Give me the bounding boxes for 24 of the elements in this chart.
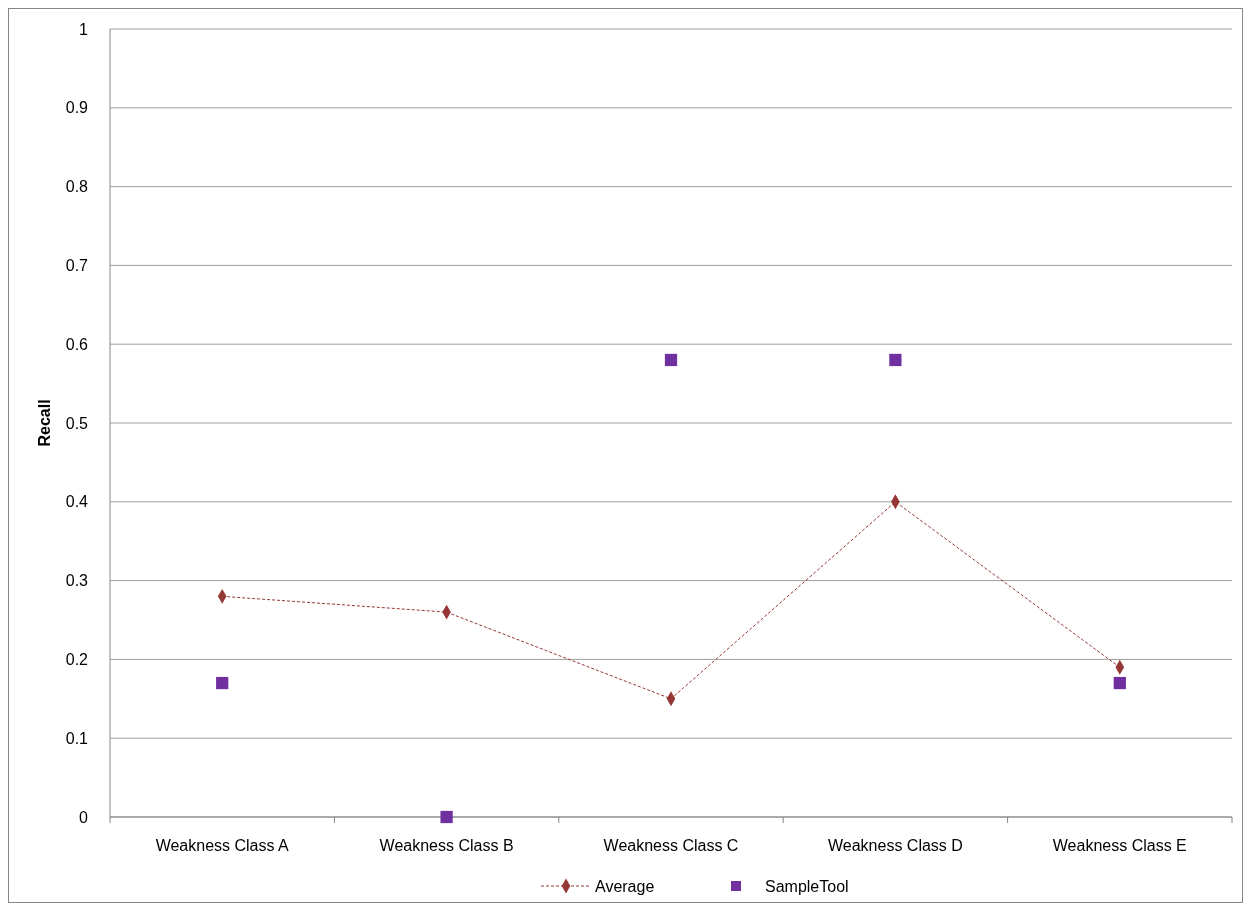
- y-tick-label: 0.4: [65, 493, 89, 511]
- point: [1113, 676, 1126, 690]
- x-tick-label: Weakness Class A: [155, 837, 290, 854]
- x-tick-label: Weakness Class D: [827, 837, 963, 854]
- y-tick-label: 0.5: [65, 414, 89, 432]
- y-tick-label: 0.2: [65, 651, 89, 668]
- legend-label: Average: [595, 877, 655, 895]
- y-tick-label: 0.1: [65, 729, 89, 747]
- point: [664, 353, 678, 367]
- y-axis-title: Recall: [36, 399, 53, 447]
- y-tick-label: 0: [79, 808, 89, 826]
- y-tick-label: 0.7: [65, 257, 89, 274]
- point: [440, 810, 453, 824]
- y-tick-label: 0.9: [65, 99, 89, 117]
- x-tick-label: Weakness Class E: [1052, 837, 1187, 854]
- y-tick-label: 0.8: [65, 178, 89, 196]
- point: [216, 676, 229, 690]
- y-tick-label: 0.3: [65, 572, 89, 590]
- legend-label: SampleTool: [765, 877, 849, 895]
- y-tick-label: 0.6: [65, 335, 89, 353]
- x-tick-label: Weakness Class B: [379, 837, 514, 854]
- y-tick-label: 1: [79, 20, 89, 38]
- point: [889, 353, 902, 367]
- x-tick-label: Weakness Class C: [603, 837, 739, 854]
